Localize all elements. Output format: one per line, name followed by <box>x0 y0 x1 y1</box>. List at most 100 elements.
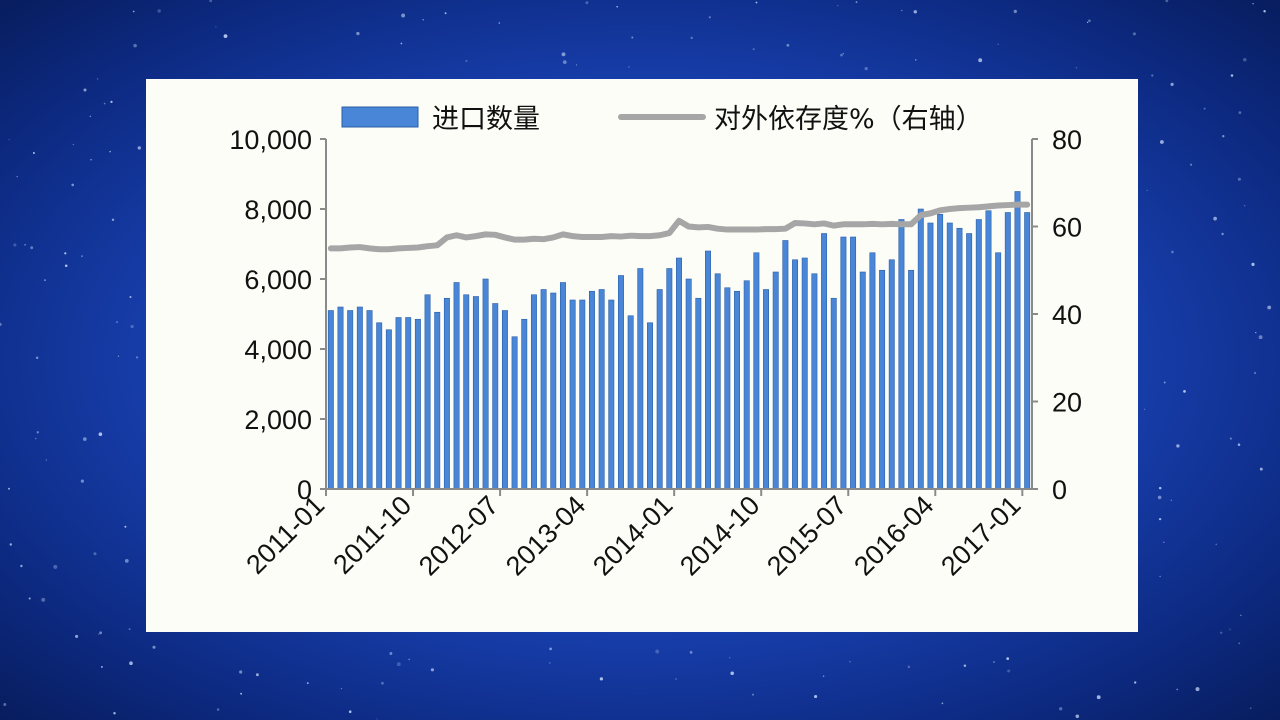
star-dot <box>215 26 217 28</box>
star-dot <box>864 66 868 71</box>
star-dot <box>1249 707 1252 710</box>
star-dot <box>690 36 693 40</box>
star-dot <box>1146 189 1148 192</box>
bar <box>705 250 711 490</box>
bar <box>676 257 682 490</box>
bar <box>1024 212 1031 490</box>
star-dot <box>401 13 406 18</box>
bar <box>608 299 615 490</box>
bar <box>859 271 866 490</box>
star-dot <box>422 19 424 21</box>
bar <box>424 294 431 490</box>
star-dot <box>1251 262 1255 267</box>
star-dot <box>855 1 858 3</box>
bar <box>1004 212 1011 490</box>
bar <box>414 318 421 490</box>
star-dot <box>915 59 917 61</box>
star-dot <box>1176 444 1180 448</box>
bar <box>772 271 779 490</box>
star-dot <box>1163 381 1166 384</box>
star-dot <box>9 543 13 546</box>
star-dot <box>113 711 116 715</box>
star-dot <box>1222 135 1225 138</box>
bar <box>501 310 508 490</box>
star-dot <box>1059 707 1063 711</box>
bar <box>376 322 383 490</box>
star-dot <box>71 183 74 187</box>
star-dot <box>36 431 40 434</box>
left-tick-label: 2,000 <box>244 405 312 435</box>
bar <box>598 289 605 490</box>
star-dot <box>1243 57 1247 62</box>
star-dot <box>400 42 403 45</box>
star-dot <box>1143 408 1146 411</box>
right-tick-label: 80 <box>1052 125 1082 155</box>
star-dot <box>1159 575 1161 578</box>
star-dot <box>28 597 31 600</box>
star-dot <box>132 10 135 13</box>
bar <box>463 294 470 490</box>
left-tick-label: 6,000 <box>244 265 312 295</box>
star-dot <box>64 264 68 267</box>
bar <box>434 311 441 490</box>
chart-svg: 进口数量 对外依存度%（右轴） 0 2,000 4,000 6,000 8,000 10,… <box>229 104 1082 581</box>
star-dot <box>8 138 10 141</box>
bar <box>347 310 354 490</box>
star-dot <box>1013 9 1017 14</box>
star-dot <box>1195 687 1200 692</box>
star-dot <box>1237 443 1241 446</box>
x-tick-label: 2017-01 <box>935 490 1026 581</box>
star-dot <box>1253 371 1257 375</box>
right-tick-label: 60 <box>1052 213 1082 243</box>
star-dot <box>239 670 243 674</box>
bar <box>1014 191 1021 490</box>
star-dot <box>98 633 100 636</box>
star-dot <box>752 48 755 51</box>
star-dot <box>34 437 37 440</box>
star-dot <box>8 487 10 490</box>
star-dot <box>124 559 129 563</box>
star-dot <box>45 459 48 461</box>
legend-line-label: 对外依存度%（右轴） <box>714 104 983 135</box>
star-dot <box>1238 642 1241 645</box>
star-dot <box>255 673 259 677</box>
star-dot <box>814 694 818 699</box>
star-dot <box>32 152 35 154</box>
star-dot <box>137 146 141 150</box>
left-tick-label: 4,000 <box>244 335 312 365</box>
star-dot <box>840 53 843 57</box>
star-dot <box>1183 390 1186 393</box>
star-dot <box>1203 107 1206 110</box>
bar <box>995 252 1002 490</box>
star-dot <box>901 9 903 12</box>
star-dot <box>83 88 87 92</box>
star-dot <box>0 322 2 327</box>
bar <box>869 252 876 490</box>
bar <box>647 322 653 490</box>
star-dot <box>444 12 447 15</box>
star-dot <box>1006 657 1010 660</box>
star-dot <box>129 295 132 299</box>
x-tick-label: 2016-04 <box>848 490 939 581</box>
bar <box>656 289 663 490</box>
star-dot <box>408 658 411 661</box>
x-tick-label: 2014-10 <box>674 490 765 581</box>
bar <box>888 259 895 490</box>
star-dot <box>376 718 378 720</box>
star-dot <box>1238 111 1242 114</box>
left-tick-label: 8,000 <box>244 195 312 225</box>
star-dot <box>978 58 983 63</box>
bar <box>337 306 344 490</box>
star-dot <box>655 649 660 654</box>
star-dot <box>752 693 754 696</box>
star-dot <box>1237 177 1241 181</box>
star-dot <box>129 661 133 666</box>
star-dot <box>135 356 139 359</box>
star-dot <box>1170 499 1172 501</box>
bar <box>898 219 905 490</box>
x-tick-label: 2014-01 <box>587 490 678 581</box>
star-dot <box>96 78 99 80</box>
star-dot <box>99 631 103 635</box>
bar-series <box>327 191 1031 490</box>
star-dot <box>3 703 7 706</box>
